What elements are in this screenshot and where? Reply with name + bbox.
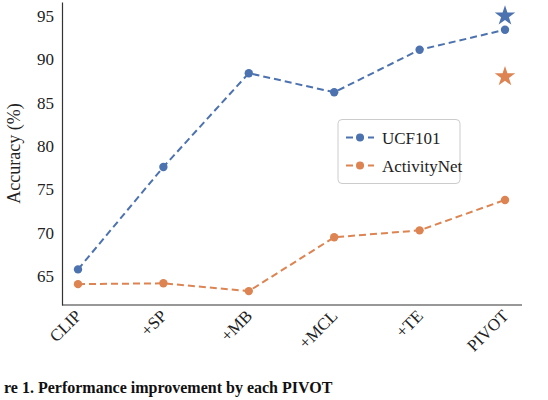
y-tick: 85	[37, 94, 62, 113]
point-marker	[245, 69, 253, 77]
x-tick: +MB	[217, 305, 256, 345]
point-marker	[501, 196, 509, 204]
x-tick: +MCL	[295, 305, 341, 353]
star-marker	[495, 66, 515, 85]
x-tick-label: +SP	[137, 306, 171, 340]
y-tick: 80	[37, 137, 62, 156]
x-tick-label: +TE	[392, 306, 427, 341]
y-tick-label: 85	[37, 94, 54, 113]
y-tick: 70	[37, 224, 62, 243]
point-marker	[415, 226, 423, 234]
x-tick: PIVOT	[463, 305, 512, 355]
y-tick-label: 75	[37, 180, 54, 199]
legend-marker	[356, 162, 364, 170]
x-tick-label: +MB	[217, 306, 256, 345]
point-marker	[159, 279, 167, 287]
y-tick-label: 70	[37, 224, 54, 243]
x-tick: +SP	[137, 305, 171, 340]
point-marker	[330, 233, 338, 241]
caption: re 1. Performance improvement by each PI…	[4, 379, 333, 397]
y-axis-title: Accuracy (%)	[4, 103, 25, 203]
y-tick: 95	[37, 7, 62, 26]
series-line	[78, 200, 505, 291]
y-tick: 75	[37, 180, 62, 199]
legend-label: UCF101	[382, 129, 441, 148]
y-tick: 65	[37, 267, 62, 286]
legend: UCF101 ActivityNet	[338, 120, 463, 184]
x-axis: CLIP +SP +MB +MCL +TE PIVOT	[46, 305, 522, 355]
point-marker	[159, 163, 167, 171]
series-line	[78, 30, 505, 270]
legend-label: ActivityNet	[382, 157, 463, 176]
y-tick-label: 90	[37, 50, 54, 69]
x-axis-line	[62, 304, 522, 305]
point-marker	[330, 88, 338, 96]
point-marker	[415, 46, 423, 54]
x-tick: CLIP	[46, 305, 85, 346]
point-marker	[74, 280, 82, 288]
y-tick-label: 65	[37, 267, 54, 286]
star-marker	[495, 5, 515, 24]
y-tick-label: 80	[37, 137, 54, 156]
plot-marks	[74, 5, 515, 295]
y-tick: 90	[37, 50, 62, 69]
x-tick-label: CLIP	[46, 306, 85, 345]
y-tick-label: 95	[37, 7, 54, 26]
x-tick-label: +MCL	[295, 306, 341, 352]
x-tick-label: PIVOT	[463, 306, 512, 355]
y-axis-line	[62, 3, 63, 306]
point-marker	[501, 26, 509, 34]
chart: 65 70 75 80 85 90 95 CLIP +SP +MB +MCL +TE PIVOT Accu…	[0, 0, 548, 400]
legend-marker	[356, 134, 364, 142]
x-tick: +TE	[392, 305, 427, 341]
point-marker	[245, 287, 253, 295]
y-axis: 65 70 75 80 85 90 95	[37, 3, 63, 306]
point-marker	[74, 265, 82, 273]
